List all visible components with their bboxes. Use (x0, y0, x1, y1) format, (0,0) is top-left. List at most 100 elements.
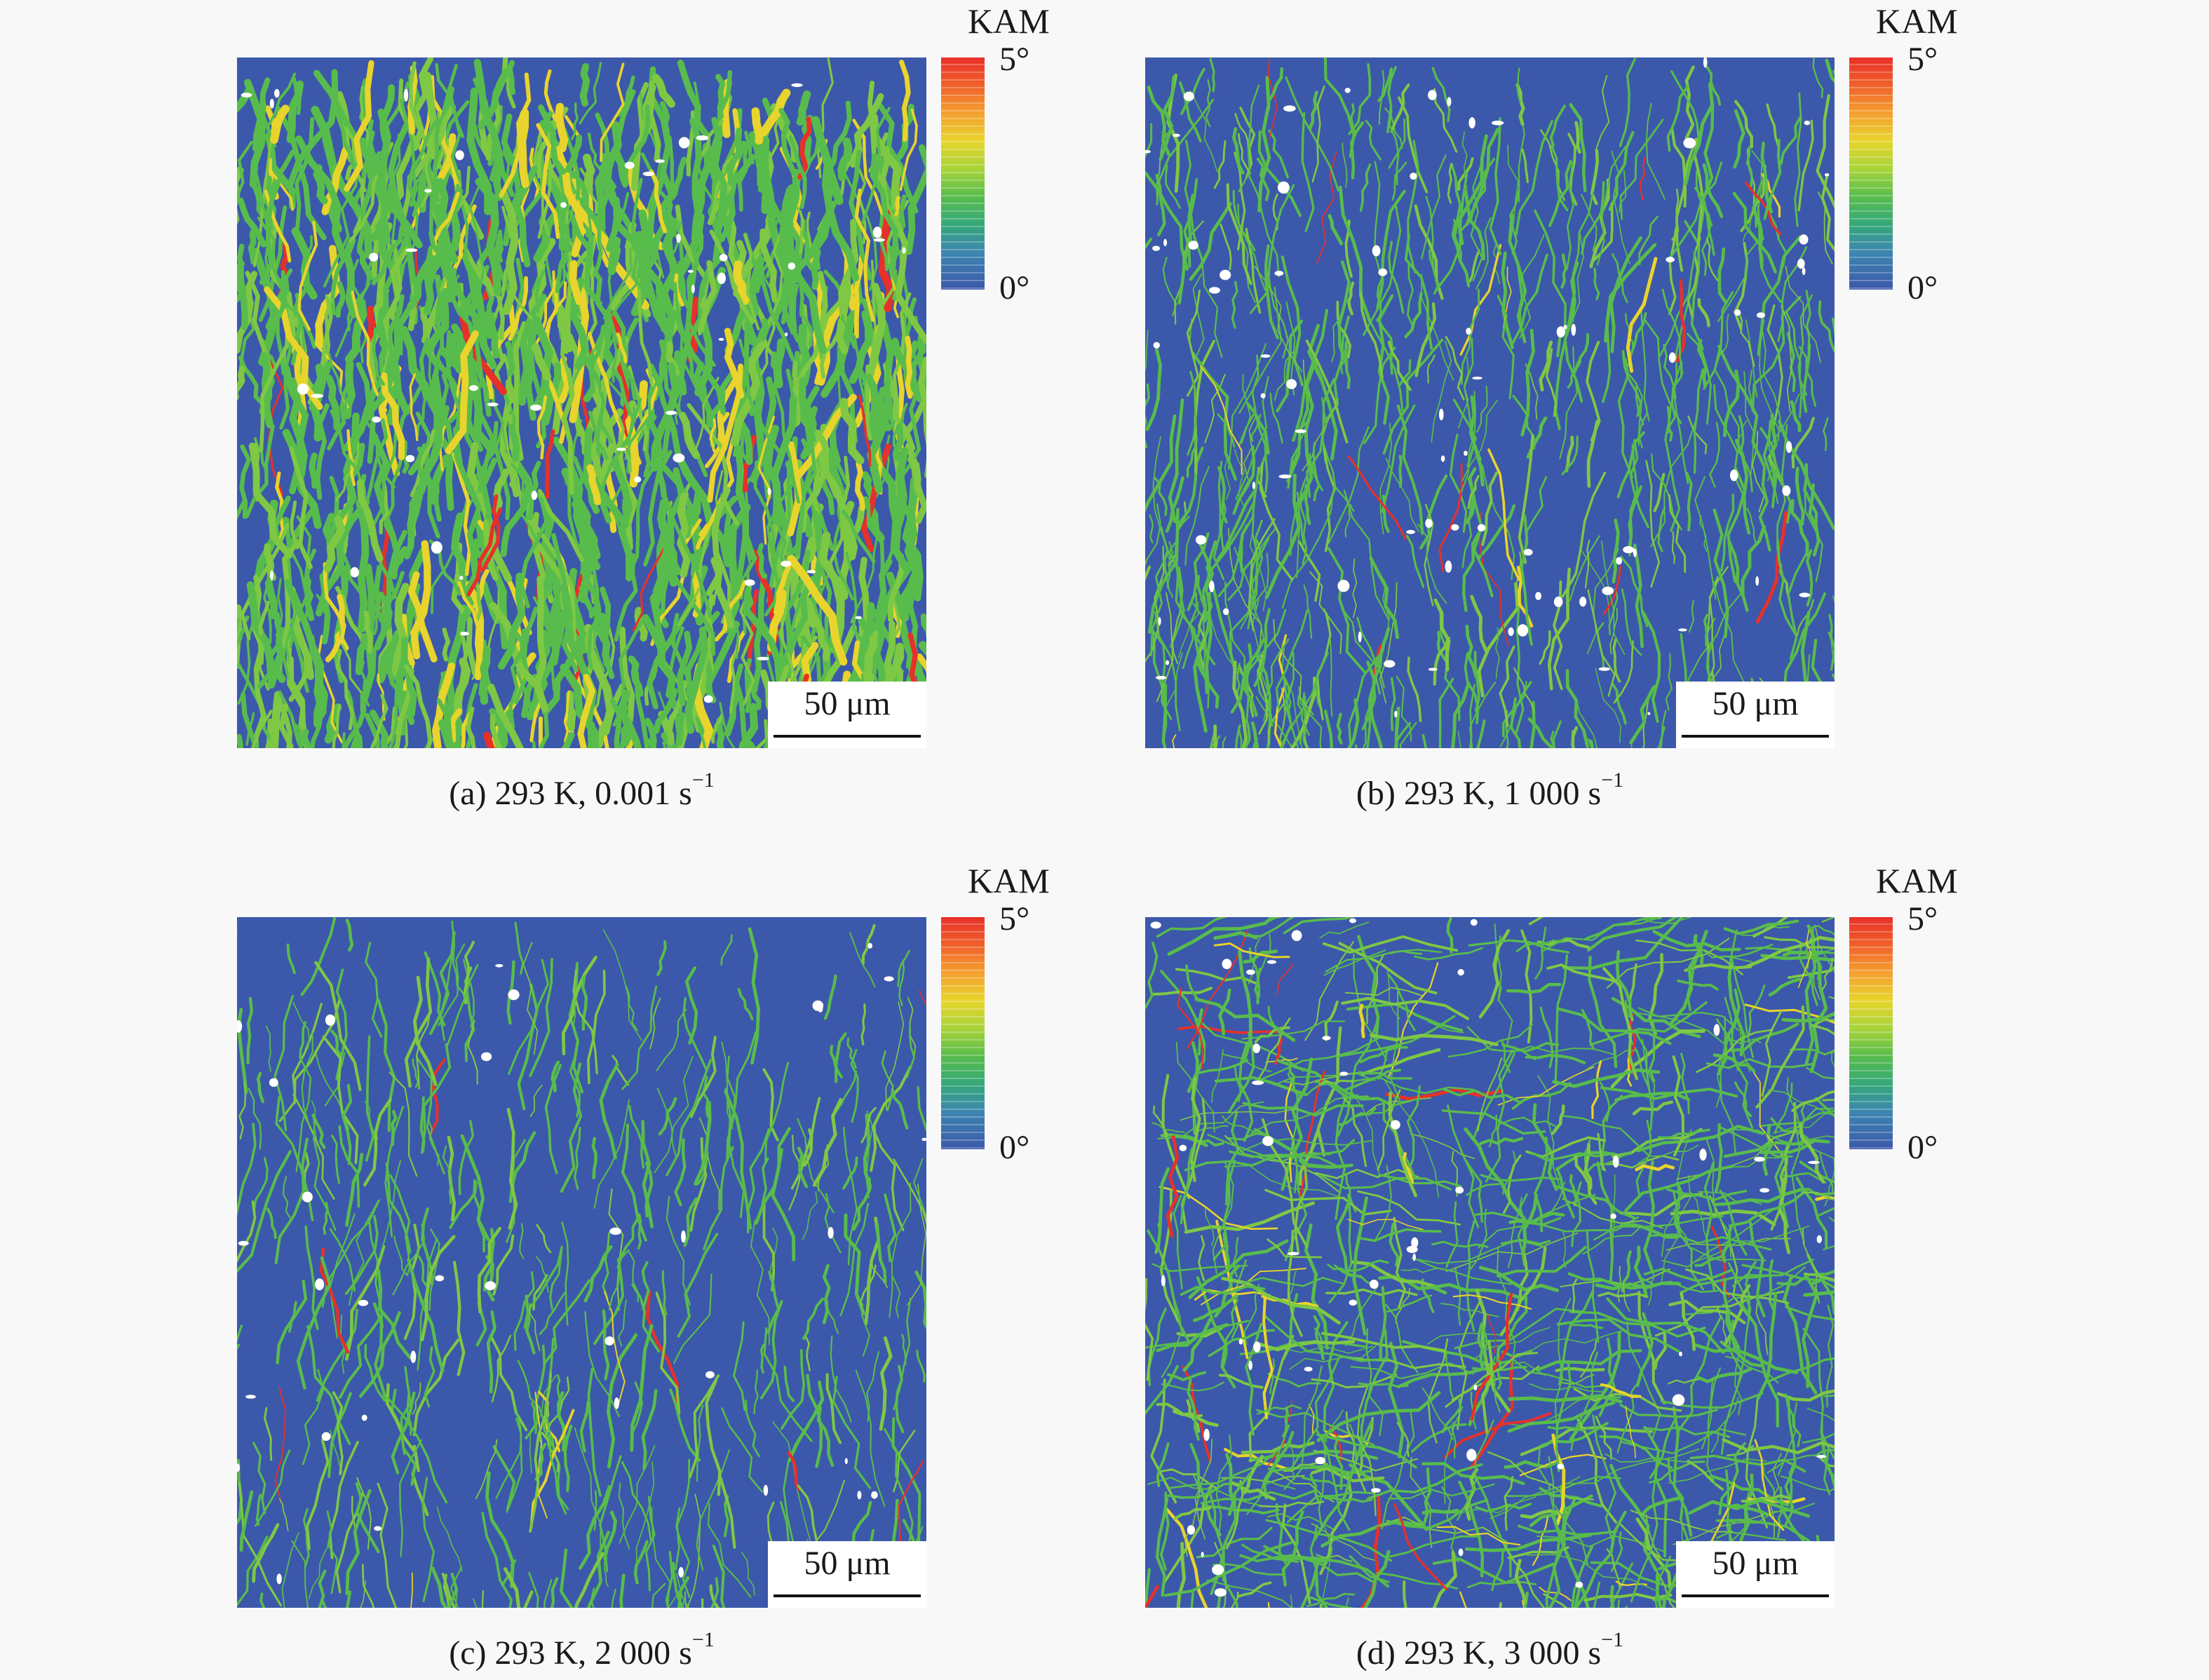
kam-streak (1619, 1404, 1718, 1418)
kam-streak (1283, 652, 1299, 748)
kam-streak (1804, 942, 1817, 1066)
kam-streak (1547, 1425, 1591, 1432)
unindexed-spot (1248, 1360, 1252, 1371)
unindexed-spot (634, 476, 642, 483)
scale-bar-label: 50 μm (1712, 685, 1799, 722)
kam-streak (377, 1482, 398, 1608)
kam-streak (1207, 1486, 1224, 1550)
kam-streak (1782, 950, 1823, 957)
kam-streak (1177, 1025, 1285, 1034)
kam-streak (329, 1213, 356, 1339)
kam-streak (860, 1003, 866, 1046)
kam-streak (371, 571, 405, 674)
kam-streak (860, 1264, 877, 1313)
kam-streak (1377, 294, 1394, 425)
kam-streak (1636, 1125, 1765, 1153)
unindexed-spot (921, 1137, 926, 1142)
kam-streak (1685, 471, 1693, 531)
kam-streak (1819, 1153, 1834, 1194)
unindexed-spot (1472, 377, 1482, 380)
kam-streak (1194, 997, 1296, 1042)
kam-streak (748, 927, 760, 1065)
kam-streak (467, 1019, 478, 1085)
kam-streak (1581, 194, 1597, 252)
kam-streak (817, 57, 834, 179)
kam-streak (393, 1235, 408, 1276)
kam-streak (1274, 634, 1288, 748)
kam-streak (607, 236, 621, 276)
kam-streak (1145, 1364, 1179, 1416)
kam-streak (1421, 1387, 1454, 1440)
unindexed-spot (1602, 586, 1614, 595)
kam-streak (1447, 163, 1453, 204)
unindexed-spot (1508, 627, 1514, 637)
kam-streak (1762, 419, 1776, 508)
kam-streak (709, 418, 717, 452)
kam-streak (528, 1571, 539, 1608)
kam-streak (1626, 1321, 1661, 1439)
kam-streak (792, 202, 805, 255)
unindexed-spot (691, 285, 695, 294)
unindexed-spot (1252, 1043, 1260, 1053)
kam-streak (1288, 363, 1316, 478)
kam-streak (498, 572, 525, 670)
kam-streak (1226, 183, 1252, 285)
kam-streak (1619, 57, 1636, 147)
unindexed-spot (1799, 592, 1811, 597)
unindexed-spot (642, 171, 654, 177)
kam-streak (288, 645, 310, 702)
unindexed-spot (1802, 267, 1806, 276)
kam-streak (506, 60, 516, 95)
kam-streak (1287, 1229, 1303, 1337)
kam-streak (1267, 1468, 1335, 1503)
kam-streak (1185, 964, 1200, 1003)
kam-streak (365, 942, 383, 1038)
kam-streak (1220, 1475, 1305, 1483)
kam-streak (1257, 1404, 1302, 1415)
kam-streak (1200, 1489, 1318, 1505)
unindexed-spot (1445, 560, 1452, 573)
kam-streak (612, 618, 644, 727)
kam-streak (1377, 1089, 1401, 1171)
unindexed-spot (1457, 969, 1464, 976)
kam-streak (860, 107, 891, 225)
kam-streak (491, 1334, 512, 1403)
kam-streak (677, 492, 691, 578)
colorbar-max-label: 5° (1907, 41, 1938, 78)
kam-streak (1556, 261, 1579, 358)
kam-streak (1369, 556, 1400, 639)
kam-streak (1212, 1563, 1283, 1576)
kam-streak (365, 712, 380, 748)
kam-streak (1378, 69, 1385, 125)
caption-exponent: −1 (691, 768, 715, 792)
kam-streak (1643, 1425, 1668, 1558)
kam-streak (416, 388, 426, 437)
kam-streak (684, 242, 700, 341)
kam-streak (290, 500, 299, 550)
kam-streak (1717, 1125, 1793, 1158)
kam-streak (1497, 294, 1515, 400)
kam-streak (1781, 305, 1792, 412)
kam-streak (787, 1451, 801, 1491)
kam-streak (1220, 499, 1227, 553)
kam-streak (1688, 1498, 1810, 1518)
caption-text: (c) 293 K, 2 000 s (449, 1634, 692, 1672)
kam-streak (1785, 266, 1821, 363)
kam-streak (1322, 935, 1459, 954)
kam-streak (1525, 1329, 1626, 1355)
kam-streak (1187, 1378, 1200, 1441)
kam-streak (818, 531, 845, 654)
kam-streak (1375, 627, 1391, 668)
kam-streak (678, 712, 690, 748)
kam-streak (1222, 1053, 1272, 1073)
kam-streak (1274, 1033, 1283, 1065)
unindexed-spot (871, 1491, 878, 1499)
caption-exponent: −1 (1601, 768, 1624, 792)
kam-streak (449, 708, 463, 743)
kam-streak (1825, 58, 1835, 84)
kam-streak (855, 461, 865, 511)
kam-streak (1515, 940, 1565, 952)
kam-streak (446, 963, 479, 1048)
kam-streak (410, 1572, 413, 1608)
kam-streak (259, 177, 282, 285)
